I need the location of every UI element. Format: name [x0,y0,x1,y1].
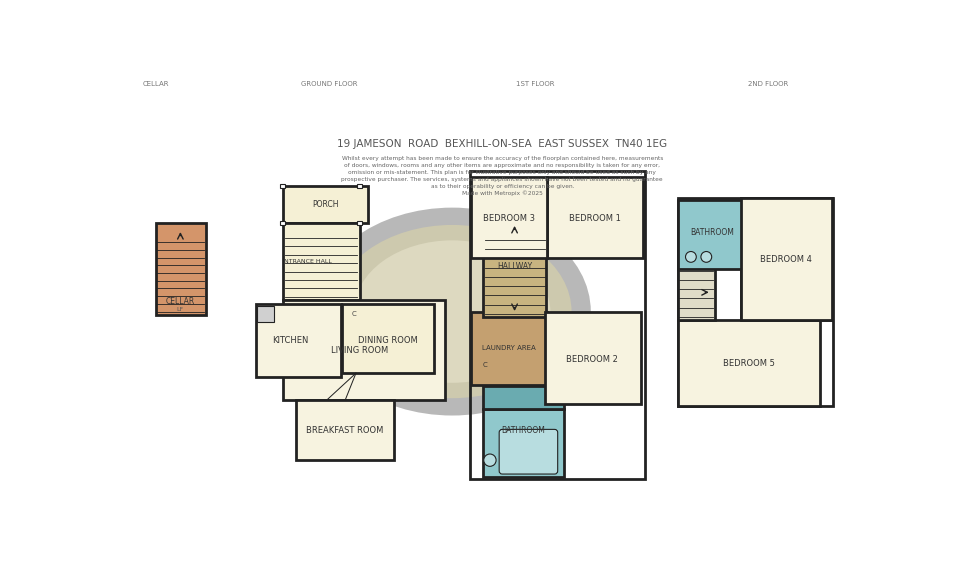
Bar [296,400,394,460]
Text: 2ND FLOOR: 2ND FLOOR [748,81,788,88]
Bar [358,220,363,225]
Text: DINING ROOM: DINING ROOM [359,336,418,345]
Text: BREAKFAST ROOM: BREAKFAST ROOM [307,426,384,435]
Text: BEDROOM 1: BEDROOM 1 [568,214,620,223]
Bar [545,312,641,404]
Text: C: C [483,362,488,369]
Bar [258,306,274,322]
Text: KITCHEN: KITCHEN [272,336,309,345]
Bar [483,217,546,317]
Text: GROUND FLOOR: GROUND FLOOR [301,81,358,88]
Bar [547,177,643,258]
Bar [741,198,832,320]
Text: HALLWAY: HALLWAY [497,262,532,272]
Bar [741,198,832,320]
Text: CELLAR: CELLAR [166,297,195,306]
Bar [678,198,833,406]
Ellipse shape [333,225,571,398]
Text: C: C [352,311,357,317]
Text: LF: LF [176,307,184,312]
Bar [471,177,547,258]
Text: BATHROOM: BATHROOM [501,426,545,435]
Bar [283,223,360,300]
Bar [678,320,820,406]
Text: prospective purchaser. The services, systems and appliances shown have not been : prospective purchaser. The services, sys… [341,176,663,182]
Bar [283,300,445,400]
Text: as to their operability or efficiency can be given.: as to their operability or efficiency ca… [430,183,574,189]
Bar [678,250,714,320]
Bar [483,409,564,477]
Bar [358,183,363,188]
Bar [678,200,746,269]
Text: PORCH: PORCH [312,200,338,209]
Text: BEDROOM 4: BEDROOM 4 [760,255,812,265]
Text: NTRANCE HALL: NTRANCE HALL [284,259,332,264]
Text: Made with Metropix ©2025: Made with Metropix ©2025 [462,190,543,196]
Bar [256,304,341,377]
Text: BEDROOM 5: BEDROOM 5 [722,359,774,368]
Bar [283,186,368,223]
Bar [156,223,206,315]
Circle shape [686,252,696,262]
Text: BATHROOM: BATHROOM [690,228,734,237]
FancyBboxPatch shape [499,429,558,474]
Bar [280,183,285,188]
Ellipse shape [314,208,591,416]
Text: CELLAR: CELLAR [142,81,169,88]
Circle shape [484,454,496,466]
Text: BEDROOM 2: BEDROOM 2 [566,355,618,364]
Text: Whilst every attempt has been made to ensure the accuracy of the floorplan conta: Whilst every attempt has been made to en… [342,156,662,161]
Text: LIVING ROOM: LIVING ROOM [331,346,388,355]
Text: 1ST FLOOR: 1ST FLOOR [516,81,555,88]
Text: of doors, windows, rooms and any other items are approximate and no responsibili: of doors, windows, rooms and any other i… [344,163,661,168]
Bar [470,171,646,479]
Circle shape [701,252,711,262]
Text: omission or mis-statement. This plan is for illustrative purposes only and shoul: omission or mis-statement. This plan is … [348,170,657,175]
Text: BEDROOM 3: BEDROOM 3 [483,214,535,223]
Ellipse shape [354,240,551,383]
Bar [483,386,564,409]
Bar [280,220,285,225]
Text: LAUNDRY AREA: LAUNDRY AREA [482,345,536,351]
Bar [342,304,434,373]
Bar [471,312,547,385]
Text: 19 JAMESON  ROAD  BEXHILL-ON-SEA  EAST SUSSEX  TN40 1EG: 19 JAMESON ROAD BEXHILL-ON-SEA EAST SUSS… [337,139,667,149]
